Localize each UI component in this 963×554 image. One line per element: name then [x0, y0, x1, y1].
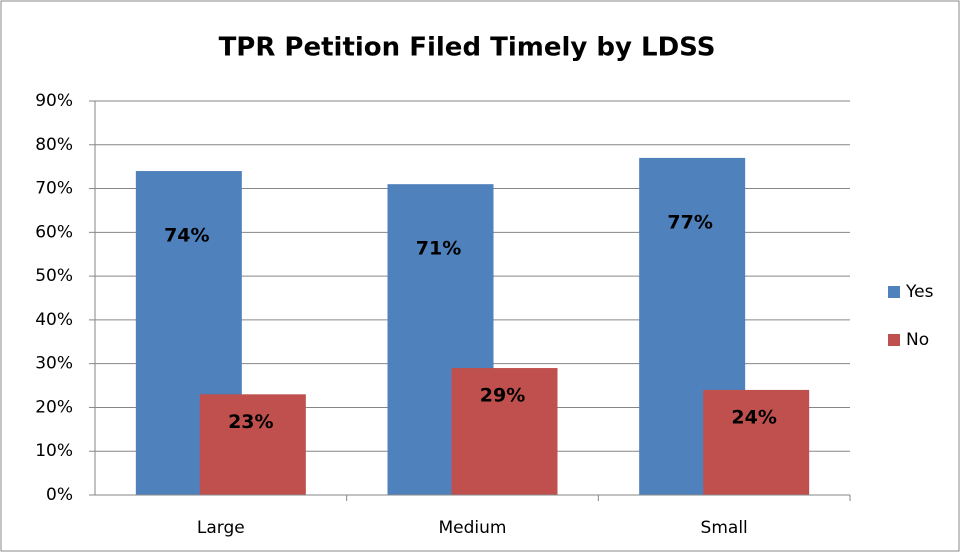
- data-label: 29%: [480, 385, 525, 407]
- bar: [451, 368, 558, 495]
- y-tick-label: 60%: [35, 222, 73, 242]
- bar: [199, 394, 306, 495]
- x-tick-label: Medium: [439, 518, 507, 538]
- data-label: 77%: [667, 211, 712, 233]
- y-tick-label: 50%: [35, 266, 73, 286]
- y-tick-label: 80%: [35, 135, 73, 155]
- data-label: 74%: [164, 225, 209, 247]
- y-tick-label: 40%: [35, 310, 73, 330]
- y-tick-label: 30%: [35, 354, 73, 374]
- y-tick-label: 0%: [46, 485, 73, 505]
- legend-swatch: [888, 334, 900, 346]
- y-tick-label: 10%: [35, 441, 73, 461]
- bar: [703, 389, 810, 495]
- data-label: 71%: [416, 238, 461, 260]
- x-tick-label: Small: [701, 518, 748, 538]
- legend-label: No: [906, 330, 929, 350]
- legend-swatch: [888, 286, 900, 298]
- legend-label: Yes: [905, 282, 934, 302]
- data-label: 23%: [228, 411, 273, 433]
- chart-title: TPR Petition Filed Timely by LDSS: [219, 33, 716, 63]
- y-tick-label: 70%: [35, 179, 73, 199]
- x-tick-label: Large: [197, 518, 245, 538]
- data-label: 24%: [731, 406, 776, 428]
- y-tick-label: 20%: [35, 397, 73, 417]
- y-tick-label: 90%: [35, 91, 73, 111]
